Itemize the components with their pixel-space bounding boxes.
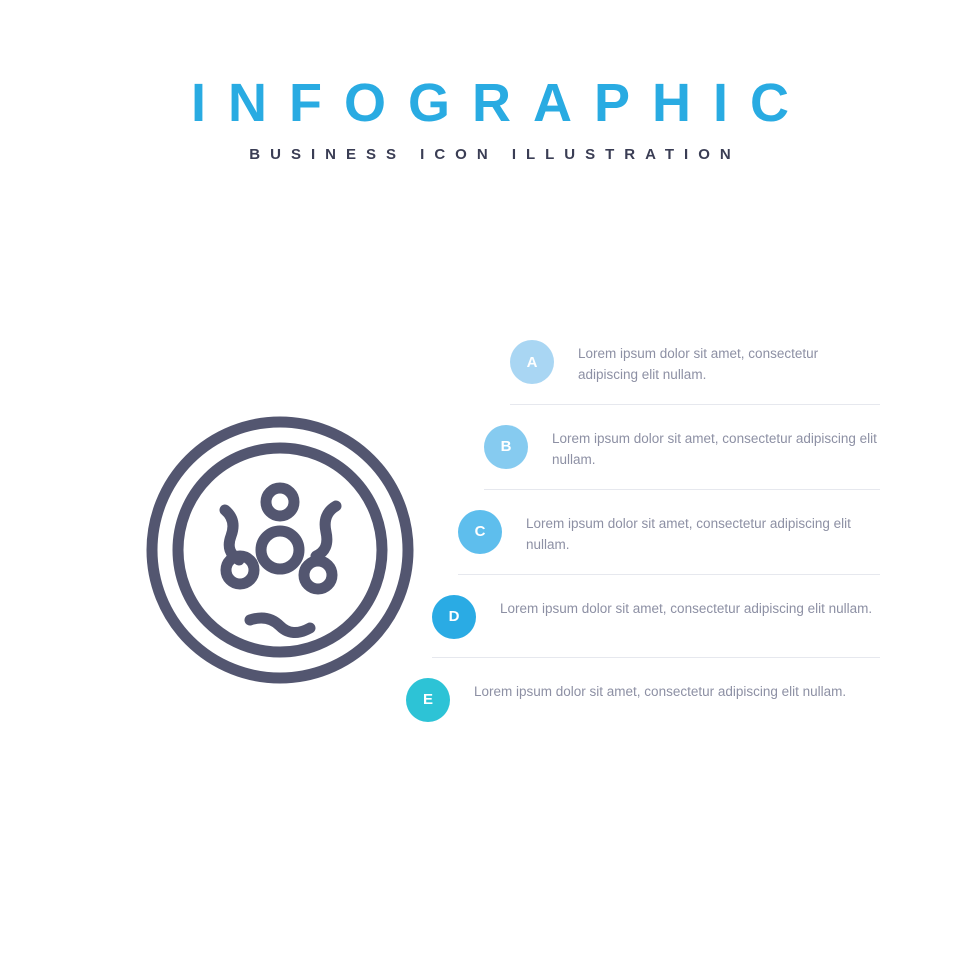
step-badge-d: D: [432, 595, 476, 639]
step-badge-a: A: [510, 340, 554, 384]
header: INFOGRAPHIC BUSINESS ICON ILLUSTRATION: [0, 0, 980, 163]
main-content: A Lorem ipsum dolor sit amet, consectetu…: [0, 320, 980, 880]
step-text: Lorem ipsum dolor sit amet, consectetur …: [578, 338, 880, 386]
step-item: C Lorem ipsum dolor sit amet, consectetu…: [458, 490, 880, 575]
step-item: D Lorem ipsum dolor sit amet, consectetu…: [432, 575, 880, 658]
step-text: Lorem ipsum dolor sit amet, consectetur …: [474, 676, 846, 703]
petri-dish-icon: [140, 410, 420, 690]
step-badge-c: C: [458, 510, 502, 554]
step-text: Lorem ipsum dolor sit amet, consectetur …: [552, 423, 880, 471]
step-badge-b: B: [484, 425, 528, 469]
step-text: Lorem ipsum dolor sit amet, consectetur …: [526, 508, 880, 556]
page-subtitle: BUSINESS ICON ILLUSTRATION: [0, 146, 980, 163]
step-badge-e: E: [406, 678, 450, 722]
step-item: A Lorem ipsum dolor sit amet, consectetu…: [510, 320, 880, 405]
step-text: Lorem ipsum dolor sit amet, consectetur …: [500, 593, 872, 620]
page-title: INFOGRAPHIC: [0, 72, 980, 134]
step-item: B Lorem ipsum dolor sit amet, consectetu…: [484, 405, 880, 490]
steps-list: A Lorem ipsum dolor sit amet, consectetu…: [440, 320, 880, 740]
step-item: E Lorem ipsum dolor sit amet, consectetu…: [406, 658, 880, 740]
